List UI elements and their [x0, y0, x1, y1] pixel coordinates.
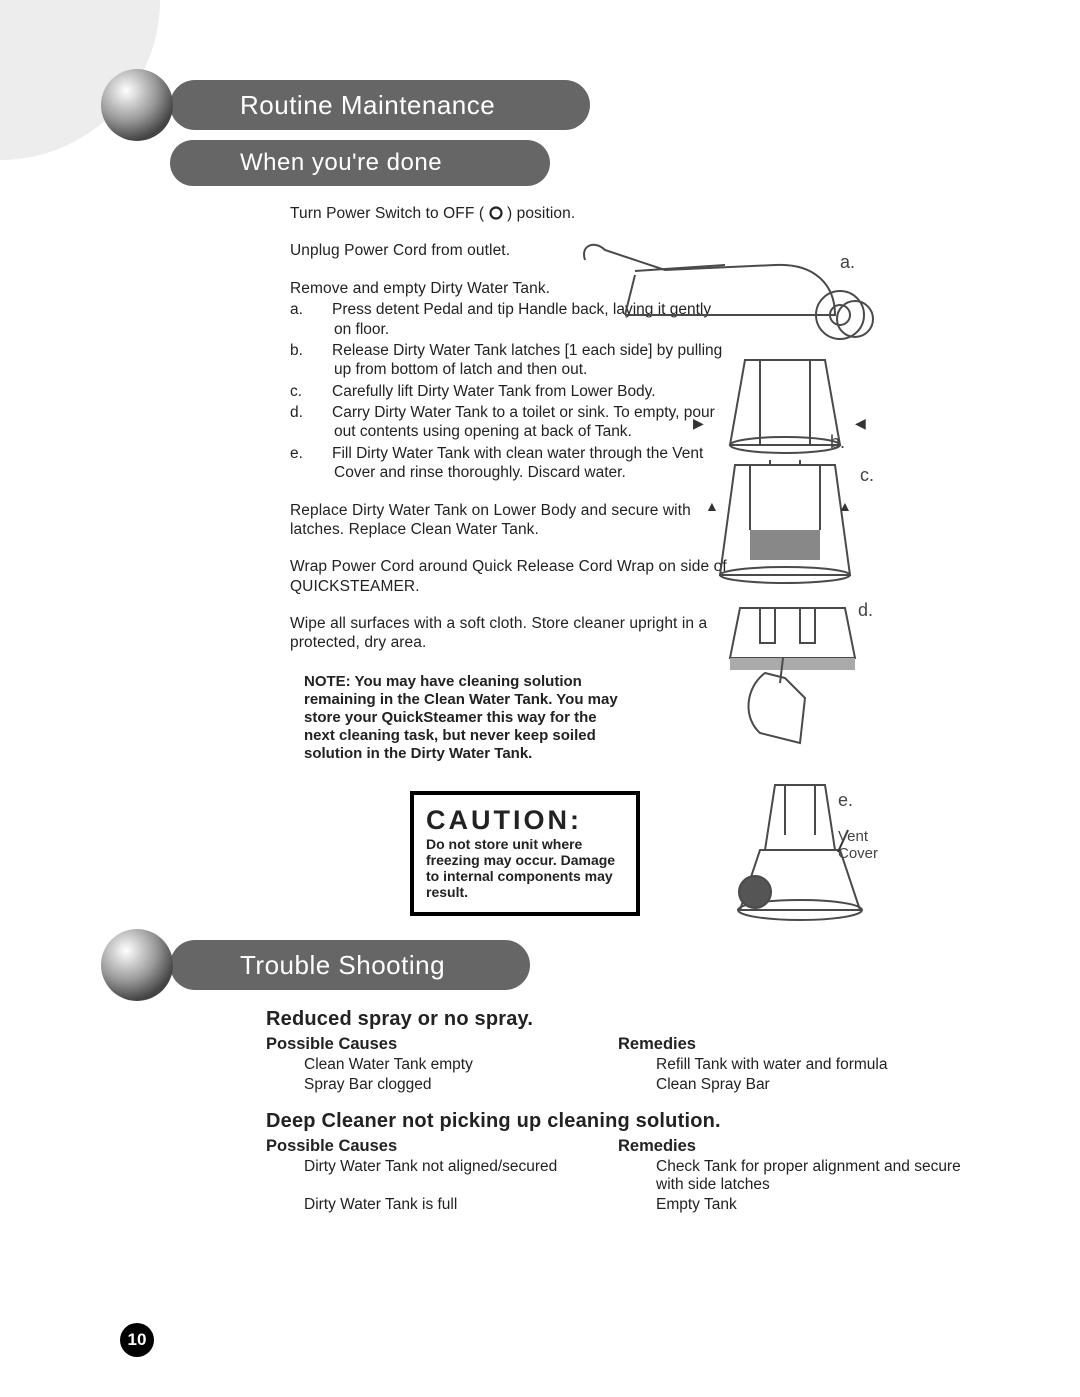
ts2-cause1: Dirty Water Tank not aligned/secured [266, 1158, 618, 1176]
heading-sub-text: When you're done [240, 149, 442, 177]
ts1-rem-head: Remedies [618, 1035, 970, 1054]
sphere-icon [98, 926, 176, 1004]
illus-label-c: c. [860, 465, 874, 486]
illustration-a [575, 235, 885, 345]
ts2-rem-head: Remedies [618, 1137, 970, 1156]
heading-main-pill: Routine Maintenance [170, 80, 970, 130]
ts1-causes-head: Possible Causes [266, 1035, 618, 1054]
para-1: Turn Power Switch to OFF ( ) position. [290, 204, 730, 223]
illus-label-b: b. [830, 432, 845, 453]
ts2-rem2: Empty Tank [618, 1196, 970, 1214]
para-6: Wipe all surfaces with a soft cloth. Sto… [290, 614, 730, 653]
ts1-title: Reduced spray or no spray. [266, 1008, 970, 1031]
ts1-rem2: Clean Spray Bar [618, 1076, 970, 1094]
illustration-d [705, 598, 875, 778]
ts1-rem1: Refill Tank with water and formula [618, 1056, 970, 1074]
ts1-cause2: Spray Bar clogged [266, 1076, 618, 1094]
arrow-up-icon: ▲ [838, 498, 852, 514]
caution-title: CAUTION: [426, 805, 624, 836]
page-number-badge: 10 [120, 1323, 154, 1357]
illustration-c [710, 460, 860, 590]
caution-box: CAUTION: Do not store unit where freezin… [410, 791, 640, 916]
ts2-rem1: Check Tank for proper alignment and secu… [618, 1158, 970, 1194]
step-b: b.Release Dirty Water Tank latches [1 ea… [312, 341, 730, 380]
step-d: d.Carry Dirty Water Tank to a toilet or … [312, 403, 730, 442]
para-4: Replace Dirty Water Tank on Lower Body a… [290, 501, 730, 540]
arrow-up-icon: ▲ [705, 498, 719, 514]
caution-body: Do not store unit where freezing may occ… [426, 836, 624, 900]
sphere-icon [98, 66, 176, 144]
step-c: c.Carefully lift Dirty Water Tank from L… [312, 382, 730, 401]
arrow-in-icon: ▶ [693, 415, 704, 432]
heading-sub-pill: When you're done [170, 140, 970, 190]
note-block: NOTE: You may have cleaning solution rem… [290, 673, 642, 763]
ts2-title: Deep Cleaner not picking up cleaning sol… [266, 1110, 970, 1133]
heading-main-text: Routine Maintenance [240, 90, 495, 121]
ts1-cause1: Clean Water Tank empty [266, 1056, 618, 1074]
para-5: Wrap Power Cord around Quick Release Cor… [290, 557, 730, 596]
step-e: e.Fill Dirty Water Tank with clean water… [312, 444, 730, 483]
heading-trouble-pill: Trouble Shooting [170, 940, 970, 990]
vent-label-1: Vent [838, 828, 868, 845]
ts2-causes-head: Possible Causes [266, 1137, 618, 1156]
illus-label-d: d. [858, 600, 873, 621]
arrow-in-icon: ◀ [855, 415, 866, 432]
illus-label-e: e. [838, 790, 853, 811]
ts2-cause2: Dirty Water Tank is full [266, 1196, 618, 1214]
vent-label-2: Cover [838, 845, 878, 862]
power-off-icon [489, 206, 503, 220]
heading-trouble-text: Trouble Shooting [240, 950, 445, 981]
illus-label-a: a. [840, 252, 855, 273]
